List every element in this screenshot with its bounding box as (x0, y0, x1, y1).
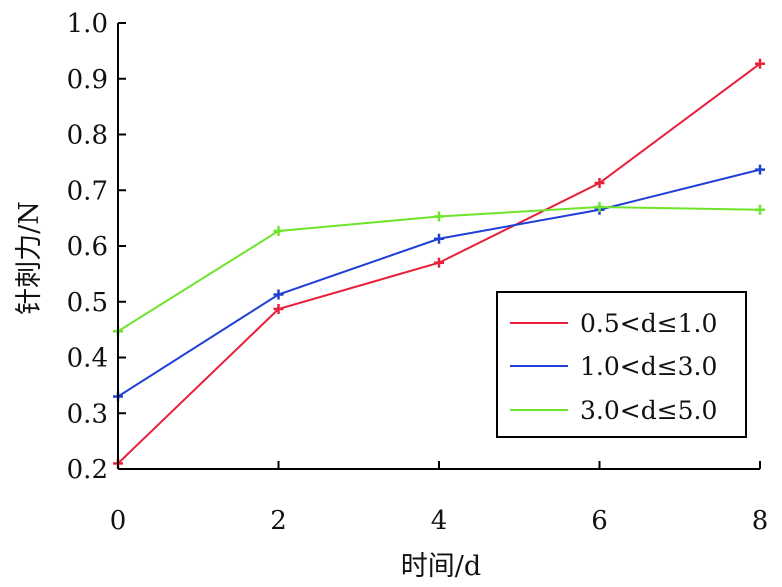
data-point (755, 204, 765, 215)
legend-box (496, 291, 747, 438)
axes: 0.2 0.3 0.4 0.5 0.6 0.7 0.8 0.9 1.0 0 2 4 6 8 (67, 9, 769, 536)
y-tick-label: 1.0 (67, 9, 108, 39)
y-axis-title: 针刺力/N (14, 201, 45, 315)
legend-label-1: 0.5<d≤1.0 (580, 309, 717, 338)
y-tick-label: 0.4 (67, 344, 108, 374)
x-tick-label: 8 (752, 506, 769, 536)
data-point (755, 164, 765, 175)
data-point (434, 257, 444, 268)
data-point (434, 211, 444, 222)
legend-label-2: 1.0<d≤3.0 (580, 352, 717, 381)
legend-label-3: 3.0<d≤5.0 (580, 396, 717, 425)
x-ticks: 0 2 4 6 8 (110, 461, 769, 536)
data-point (273, 225, 284, 236)
x-tick-label: 2 (270, 506, 287, 536)
y-tick-label: 0.2 (67, 455, 108, 485)
y-tick-label: 0.7 (67, 176, 108, 206)
data-point (434, 233, 444, 244)
x-tick-label: 4 (431, 506, 448, 536)
legend: 0.5<d≤1.0 1.0<d≤3.0 3.0<d≤5.0 (496, 291, 747, 438)
data-point (594, 178, 605, 189)
y-tick-label: 0.3 (67, 399, 108, 429)
x-tick-label: 0 (110, 506, 127, 536)
data-point (273, 289, 284, 300)
y-tick-label: 0.6 (67, 232, 108, 262)
legend-items: 0.5<d≤1.0 1.0<d≤3.0 3.0<d≤5.0 (510, 309, 717, 425)
y-tick-label: 0.9 (67, 65, 108, 95)
data-point (273, 303, 284, 314)
x-axis-title: 时间/d (401, 551, 481, 582)
x-tick-label: 6 (591, 506, 608, 536)
data-point (594, 201, 605, 212)
y-ticks: 0.2 0.3 0.4 0.5 0.6 0.7 0.8 0.9 1.0 (67, 9, 126, 485)
y-tick-label: 0.8 (67, 121, 108, 151)
data-point (755, 58, 765, 69)
y-tick-label: 0.5 (67, 288, 108, 318)
